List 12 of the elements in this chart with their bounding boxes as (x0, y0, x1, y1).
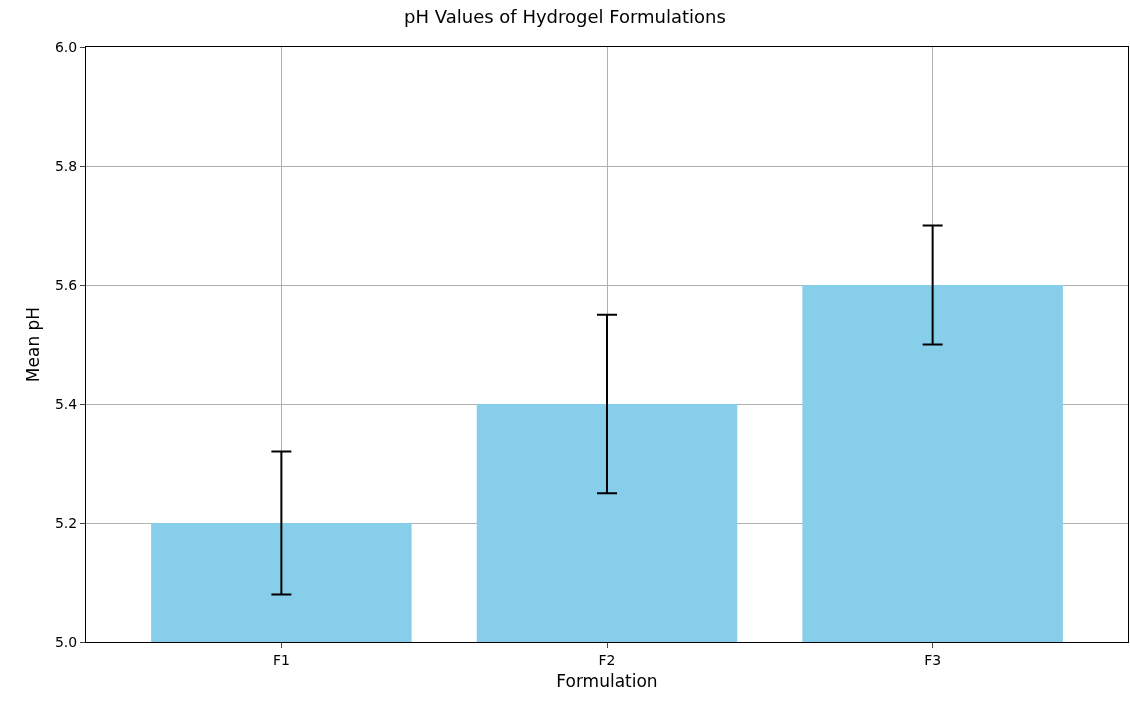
y-tick-label: 5.4 (54, 395, 78, 412)
y-tick-label: 5.0 (54, 633, 78, 650)
y-tick-label: 5.6 (54, 276, 78, 293)
y-tick-label: 5.2 (54, 514, 78, 531)
x-tick-label: F3 (924, 651, 942, 668)
y-axis-title: Mean pH (23, 306, 44, 383)
chart-title: pH Values of Hydrogel Formulations (404, 6, 726, 28)
x-axis-title: Formulation (556, 671, 658, 692)
x-tick-label: F2 (598, 651, 616, 668)
y-tick-label: 6.0 (54, 38, 78, 55)
y-tick-label: 5.8 (54, 157, 78, 174)
x-tick-label: F1 (272, 651, 290, 668)
